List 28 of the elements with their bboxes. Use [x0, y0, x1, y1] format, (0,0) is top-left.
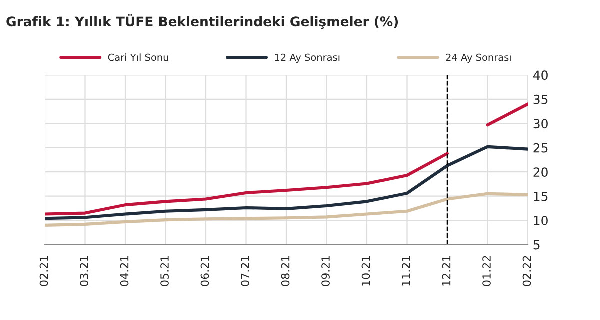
- x-tick-label: 02.22: [522, 256, 532, 286]
- x-tick-label: 06.21: [200, 256, 210, 286]
- x-tick-label: 03.21: [80, 256, 88, 286]
- legend-label: 24 Ay Sonrası: [446, 54, 511, 64]
- legend-label: 12 Ay Sonrası: [275, 54, 340, 64]
- y-tick-label: 30: [534, 119, 548, 129]
- x-tick-label: 09.21: [322, 256, 330, 286]
- chart-title: Grafik 1: Yıllık TÜFE Beklentilerindeki Gelişmeler (%): [6, 14, 398, 30]
- x-tick-label: 08.21: [281, 256, 290, 286]
- y-tick-label: 10: [534, 216, 548, 226]
- x-tick-label: 02.21: [40, 256, 48, 286]
- x-tick-label: 10.21: [362, 256, 370, 286]
- line-series: [45, 145, 528, 220]
- y-tick-label: 5: [534, 240, 540, 250]
- legend-label: Cari Yıl Sonu: [108, 54, 168, 62]
- y-tick-label: 40: [533, 70, 548, 80]
- y-tick-label: 20: [534, 168, 548, 178]
- line-series: [45, 192, 528, 227]
- x-tick-label: 05.21: [160, 256, 169, 286]
- y-tick-label: 15: [534, 192, 548, 202]
- y-tick-label: 25: [534, 143, 548, 153]
- x-tick-label: 07.21: [241, 256, 250, 286]
- x-tick-label: 04.21: [120, 256, 129, 286]
- x-tick-label: 01.22: [482, 256, 491, 286]
- y-tick-label: 35: [534, 94, 548, 104]
- x-tick-label: 12.21: [442, 256, 451, 286]
- line-series: [45, 152, 450, 216]
- x-tick-label: 11.21: [402, 256, 410, 286]
